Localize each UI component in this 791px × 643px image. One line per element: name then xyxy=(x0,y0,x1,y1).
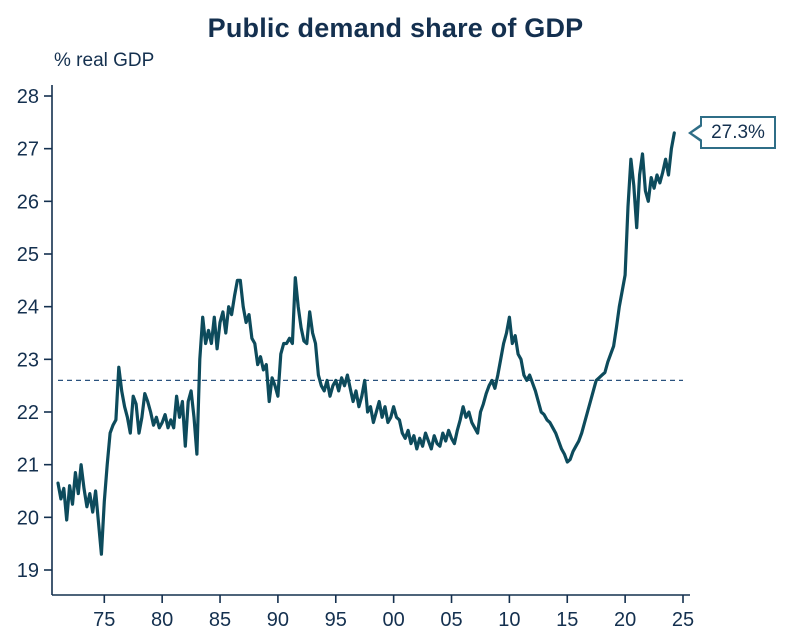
latest-value-label: 27.3% xyxy=(711,121,765,143)
svg-text:75: 75 xyxy=(93,609,115,631)
svg-text:21: 21 xyxy=(17,455,39,477)
svg-text:20: 20 xyxy=(17,507,39,529)
svg-text:28: 28 xyxy=(17,86,39,108)
svg-text:26: 26 xyxy=(17,191,39,213)
svg-text:25: 25 xyxy=(672,609,694,631)
svg-text:24: 24 xyxy=(17,297,39,319)
data-line xyxy=(56,131,676,556)
svg-text:25: 25 xyxy=(17,244,39,266)
latest-value-callout: 27.3% xyxy=(700,116,776,150)
svg-text:23: 23 xyxy=(17,349,39,371)
x-axis: 75 80 85 90 95 00 05 10 15 20 25 xyxy=(93,595,694,631)
svg-text:95: 95 xyxy=(325,609,347,631)
y-axis-unit-label: % real GDP xyxy=(54,50,155,71)
axes xyxy=(51,85,690,596)
svg-text:90: 90 xyxy=(267,609,289,631)
svg-text:00: 00 xyxy=(383,609,405,631)
svg-text:20: 20 xyxy=(614,609,636,631)
svg-text:80: 80 xyxy=(151,609,173,631)
chart-title: Public demand share of GDP xyxy=(207,13,584,43)
svg-text:85: 85 xyxy=(209,609,231,631)
svg-text:15: 15 xyxy=(556,609,578,631)
svg-text:19: 19 xyxy=(17,560,39,582)
svg-text:27: 27 xyxy=(17,139,39,161)
svg-text:05: 05 xyxy=(440,609,462,631)
svg-text:22: 22 xyxy=(17,402,39,424)
y-axis: 19 20 21 22 23 24 25 26 27 28 xyxy=(17,86,52,582)
svg-text:10: 10 xyxy=(498,609,520,631)
